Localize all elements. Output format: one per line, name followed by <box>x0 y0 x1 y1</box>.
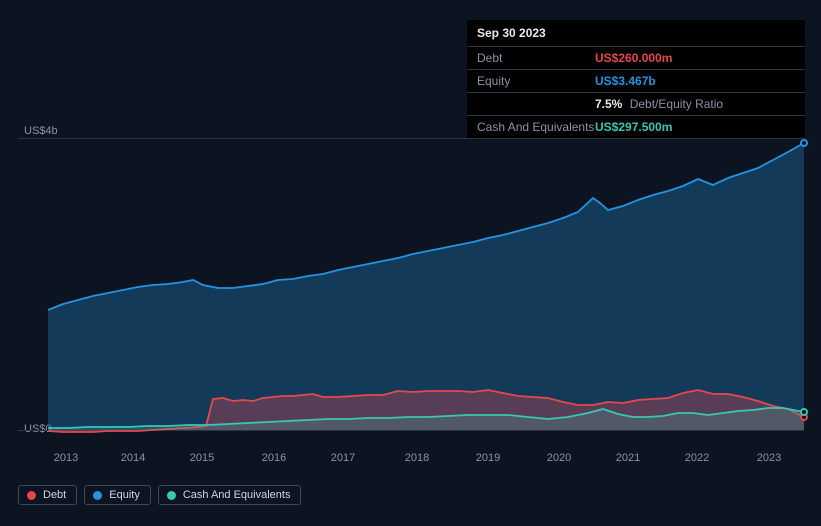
legend-item-debt[interactable]: Debt <box>18 485 77 505</box>
tooltip-equity-label: Equity <box>477 74 595 88</box>
x-axis-label: 2015 <box>190 452 214 464</box>
x-axis-label: 2018 <box>405 452 429 464</box>
end-marker-equity <box>800 139 808 147</box>
dot-icon <box>27 491 36 500</box>
x-axis-label: 2013 <box>54 452 78 464</box>
x-axis-label: 2017 <box>331 452 355 464</box>
tooltip-row-debt: Debt US$260.000m <box>467 47 805 70</box>
end-marker-cash <box>800 408 808 416</box>
dot-icon <box>167 491 176 500</box>
legend-item-equity[interactable]: Equity <box>84 485 151 505</box>
dot-icon <box>93 491 102 500</box>
x-axis-label: 2020 <box>547 452 571 464</box>
x-axis-label: 2022 <box>685 452 709 464</box>
chart-svg <box>18 138 804 436</box>
plot-area[interactable] <box>18 138 804 436</box>
tooltip-cash-value: US$297.500m <box>595 120 672 134</box>
x-axis-label: 2021 <box>616 452 640 464</box>
tooltip-equity-value: US$3.467b <box>595 74 656 88</box>
y-axis-label: US$4b <box>24 125 58 137</box>
x-axis-label: 2016 <box>262 452 286 464</box>
x-axis-label: 2014 <box>121 452 145 464</box>
tooltip-debt-label: Debt <box>477 51 595 65</box>
x-axis-label: 2023 <box>757 452 781 464</box>
tooltip-ratio-label: Debt/Equity Ratio <box>630 97 723 111</box>
x-axis-label: 2019 <box>476 452 500 464</box>
data-tooltip: Sep 30 2023 Debt US$260.000m Equity US$3… <box>467 20 805 138</box>
tooltip-cash-label: Cash And Equivalents <box>477 120 595 134</box>
tooltip-row-ratio: 7.5% Debt/Equity Ratio <box>467 93 805 116</box>
tooltip-ratio-pct: 7.5% <box>595 97 622 111</box>
legend-cash-label: Cash And Equivalents <box>183 489 291 501</box>
tooltip-ratio-spacer <box>477 97 595 111</box>
tooltip-row-cash: Cash And Equivalents US$297.500m <box>467 116 805 138</box>
legend-equity-label: Equity <box>109 489 140 501</box>
tooltip-ratio-value: 7.5% Debt/Equity Ratio <box>595 97 723 111</box>
tooltip-debt-value: US$260.000m <box>595 51 672 65</box>
area-equity <box>48 143 804 430</box>
tooltip-date: Sep 30 2023 <box>467 20 805 47</box>
legend-item-cash[interactable]: Cash And Equivalents <box>158 485 302 505</box>
legend-debt-label: Debt <box>43 489 66 501</box>
tooltip-row-equity: Equity US$3.467b <box>467 70 805 93</box>
legend: Debt Equity Cash And Equivalents <box>18 485 301 505</box>
